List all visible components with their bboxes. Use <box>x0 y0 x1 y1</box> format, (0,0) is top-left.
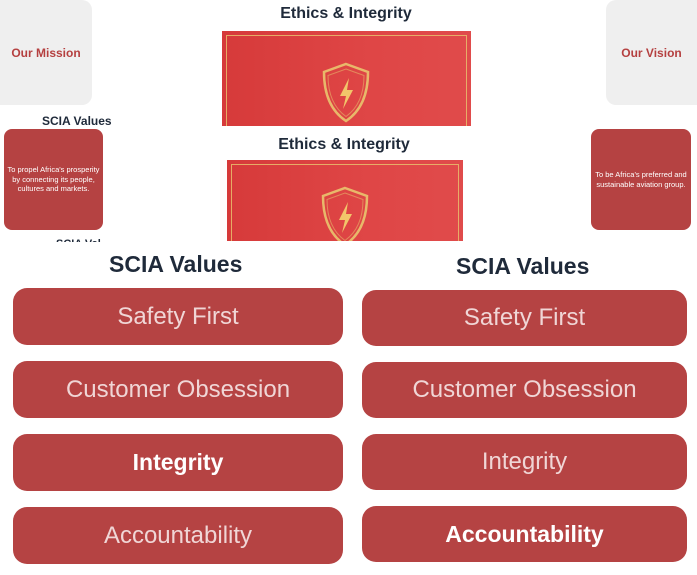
mission-label: Our Mission <box>11 45 81 60</box>
right-value-integrity[interactable]: Integrity <box>362 434 687 490</box>
right-value-customer-obsession[interactable]: Customer Obsession <box>362 362 687 418</box>
right-value-accountability[interactable]: Accountability <box>362 506 687 562</box>
right-value-safety-first[interactable]: Safety First <box>362 290 687 346</box>
left-value-accountability[interactable]: Accountability <box>13 507 343 564</box>
ethics-title-top: Ethics & Integrity <box>280 5 412 22</box>
value-label: Customer Obsession <box>65 375 291 403</box>
value-label: Integrity <box>132 449 224 475</box>
shield-icon <box>321 186 369 241</box>
left-value-integrity[interactable]: Integrity <box>13 434 343 491</box>
value-label: Accountability <box>445 520 604 547</box>
mission-card[interactable]: Our Mission <box>0 0 92 105</box>
mission-text: To propel Africa's prosperity by connect… <box>7 165 100 194</box>
cut-values-heading: SCIA Val <box>56 236 101 242</box>
mission-text-card[interactable]: To propel Africa's prosperity by connect… <box>4 129 103 230</box>
ethics-title-middle: Ethics & Integrity <box>278 136 410 153</box>
value-label: Safety First <box>463 304 586 331</box>
left-value-safety-first[interactable]: Safety First <box>13 288 343 345</box>
ethics-banner-top[interactable] <box>222 31 471 126</box>
vision-text-card[interactable]: To be Africa's preferred and sustainable… <box>591 129 691 230</box>
right-values-heading: SCIA Values <box>456 253 590 279</box>
value-label: Safety First <box>117 302 239 330</box>
vision-text: To be Africa's preferred and sustainable… <box>595 170 687 189</box>
value-label: Accountability <box>103 521 253 549</box>
left-values-heading: SCIA Values <box>109 251 243 277</box>
value-label: Integrity <box>481 448 568 475</box>
left-value-customer-obsession[interactable]: Customer Obsession <box>13 361 343 418</box>
vision-label: Our Vision <box>621 45 682 60</box>
vision-card[interactable]: Our Vision <box>606 0 697 105</box>
shield-icon <box>322 62 370 123</box>
small-values-heading: SCIA Values <box>42 114 112 128</box>
value-label: Customer Obsession <box>412 376 637 403</box>
ethics-banner-middle[interactable] <box>227 160 463 241</box>
